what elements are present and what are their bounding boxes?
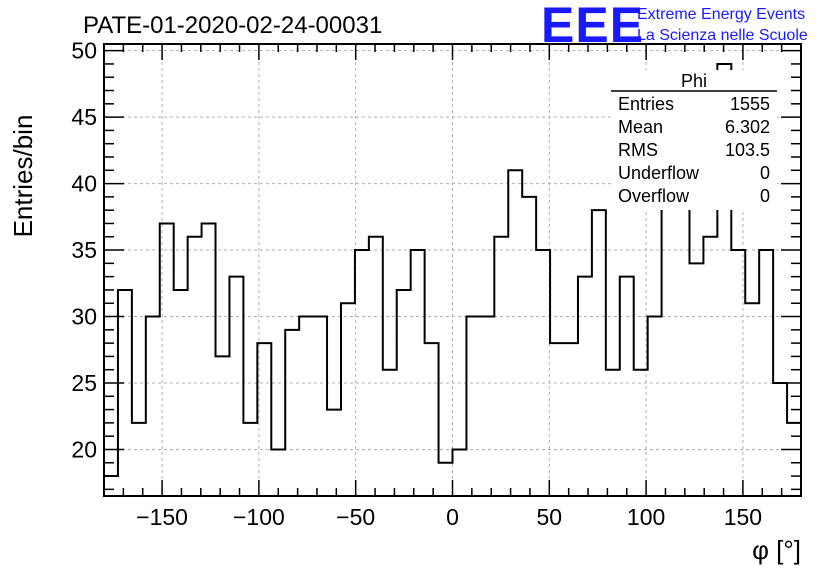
histogram-bin xyxy=(620,277,634,496)
stats-box: Phi Entries 1555 Mean 6.302 RMS 103.5 Un… xyxy=(611,70,777,210)
histogram-bin xyxy=(634,370,648,496)
histogram-bin xyxy=(453,449,467,496)
histogram-bin xyxy=(466,317,480,496)
y-tick-label: 25 xyxy=(71,370,97,396)
histogram-bin xyxy=(606,370,620,496)
chart-title: PATE-01-2020-02-24-00031 xyxy=(83,12,382,39)
histogram-bin xyxy=(648,317,662,496)
stats-label-underflow: Underflow xyxy=(618,163,700,183)
histogram-bin xyxy=(508,170,522,496)
histogram-bin xyxy=(773,383,787,496)
logo-line-2: La Scienza nelle Scuole xyxy=(637,27,808,44)
axis-ticks xyxy=(104,44,801,496)
histogram-bin xyxy=(731,250,745,496)
histogram-bin xyxy=(689,263,703,496)
histogram-bin xyxy=(383,370,397,496)
histogram-bin xyxy=(327,410,341,496)
histogram-bin xyxy=(550,343,564,496)
histogram-bin xyxy=(160,223,174,496)
y-axis-label: Entries/bin xyxy=(8,115,38,238)
histogram-bin xyxy=(480,317,494,496)
stats-value-overflow: 0 xyxy=(760,186,770,206)
histogram-bin xyxy=(703,237,717,496)
histogram-bin xyxy=(243,423,257,496)
histogram-bin xyxy=(439,463,453,496)
x-tick-label: −150 xyxy=(136,504,188,530)
stats-label-overflow: Overflow xyxy=(618,186,690,206)
x-tick-label: −100 xyxy=(233,504,285,530)
x-tick-label: 150 xyxy=(724,504,762,530)
histogram-bin xyxy=(397,290,411,496)
histogram-bin xyxy=(425,343,439,496)
histogram-bin xyxy=(285,330,299,496)
histogram-bin xyxy=(676,157,690,496)
histogram-bin xyxy=(717,64,731,496)
x-tick-label: −50 xyxy=(336,504,375,530)
histogram-bin xyxy=(787,423,801,496)
y-tick-label: 40 xyxy=(71,171,97,197)
eee-logo-mark: EEE xyxy=(541,0,644,53)
histogram-bin xyxy=(759,250,773,496)
stats-box-background xyxy=(611,70,777,210)
histogram-bin xyxy=(341,303,355,496)
histogram-bin xyxy=(202,223,216,496)
x-axis-label: φ [°] xyxy=(752,535,801,565)
x-tick-label: 0 xyxy=(446,504,459,530)
histogram-bin xyxy=(174,290,188,496)
histogram-bin xyxy=(536,250,550,496)
histogram-bin xyxy=(188,237,202,496)
stats-value-rms: 103.5 xyxy=(725,140,770,160)
histogram-bin xyxy=(216,356,230,496)
histogram-bin xyxy=(522,197,536,496)
stats-label-entries: Entries xyxy=(618,94,674,114)
histogram-bin xyxy=(369,237,383,496)
histogram-bin xyxy=(411,250,425,496)
histogram-bin xyxy=(745,303,759,496)
histogram-bin xyxy=(355,250,369,496)
histogram-bin xyxy=(146,317,160,496)
stats-label-rms: RMS xyxy=(618,140,658,160)
y-tick-label: 20 xyxy=(71,436,97,462)
histogram-bin xyxy=(229,277,243,496)
logo-line-1: Extreme Energy Events xyxy=(637,6,805,23)
y-tick-label: 45 xyxy=(71,104,97,130)
stats-title: Phi xyxy=(681,71,707,91)
histogram-bin xyxy=(257,343,271,496)
histogram-bin xyxy=(118,290,132,496)
histogram-bin xyxy=(299,317,313,496)
stats-label-mean: Mean xyxy=(618,117,663,137)
y-tick-label: 50 xyxy=(71,38,97,64)
stats-value-mean: 6.302 xyxy=(725,117,770,137)
histogram-bin xyxy=(494,237,508,496)
stats-value-entries: 1555 xyxy=(730,94,770,114)
histogram-bin xyxy=(578,277,592,496)
y-tick-labels: 20 25 30 35 40 45 50 xyxy=(71,38,97,463)
histogram-bin xyxy=(313,317,327,496)
y-tick-label: 35 xyxy=(71,237,97,263)
histogram-bin xyxy=(592,210,606,496)
y-tick-label: 30 xyxy=(71,304,97,330)
histogram-bin xyxy=(271,449,285,496)
histogram-bin xyxy=(132,423,146,496)
x-tick-label: 50 xyxy=(537,504,563,530)
histogram-bin xyxy=(104,476,118,496)
histogram-bin xyxy=(662,130,676,496)
histogram-bin xyxy=(564,343,578,496)
x-tick-label: 100 xyxy=(627,504,665,530)
stats-value-underflow: 0 xyxy=(760,163,770,183)
x-tick-labels: −150 −100 −50 0 50 100 150 xyxy=(136,504,762,530)
